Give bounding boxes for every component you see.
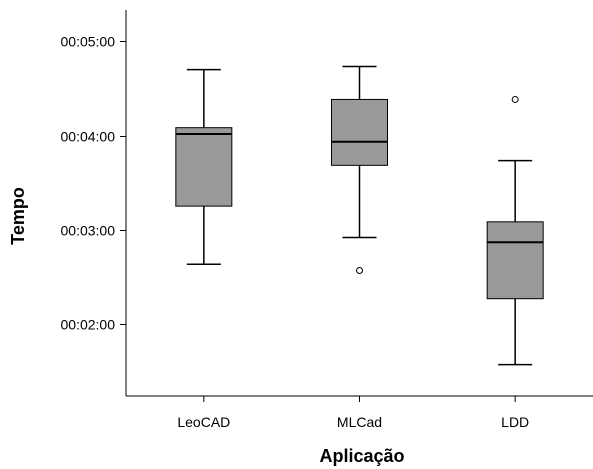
axes (120, 10, 593, 402)
x-tick-label-leocad: LeoCAD (177, 414, 230, 430)
y-tick-label-2: 00:04:00 (61, 129, 116, 145)
box-iqr (486, 221, 544, 300)
box-ldd (486, 95, 544, 366)
y-tick-label-3: 00:05:00 (61, 34, 116, 50)
boxes (175, 65, 544, 366)
box-mlcad (331, 65, 388, 274)
box-iqr (175, 127, 233, 207)
y-tick-label-1: 00:03:00 (61, 223, 116, 239)
x-axis-title: Aplicação (319, 446, 404, 466)
x-tick-label-ldd: LDD (501, 414, 529, 430)
tick-labels: 00:02:00 00:03:00 00:04:00 00:05:00 LeoCAD ML… (61, 34, 530, 431)
y-axis-title: Tempo (8, 187, 28, 245)
box-iqr (331, 98, 388, 166)
outlier-0 (356, 266, 363, 274)
box-leocad (175, 68, 233, 265)
outlier-0 (511, 95, 519, 103)
x-tick-label-mlcad: MLCad (337, 414, 382, 430)
y-tick-label-0: 00:02:00 (61, 317, 116, 333)
